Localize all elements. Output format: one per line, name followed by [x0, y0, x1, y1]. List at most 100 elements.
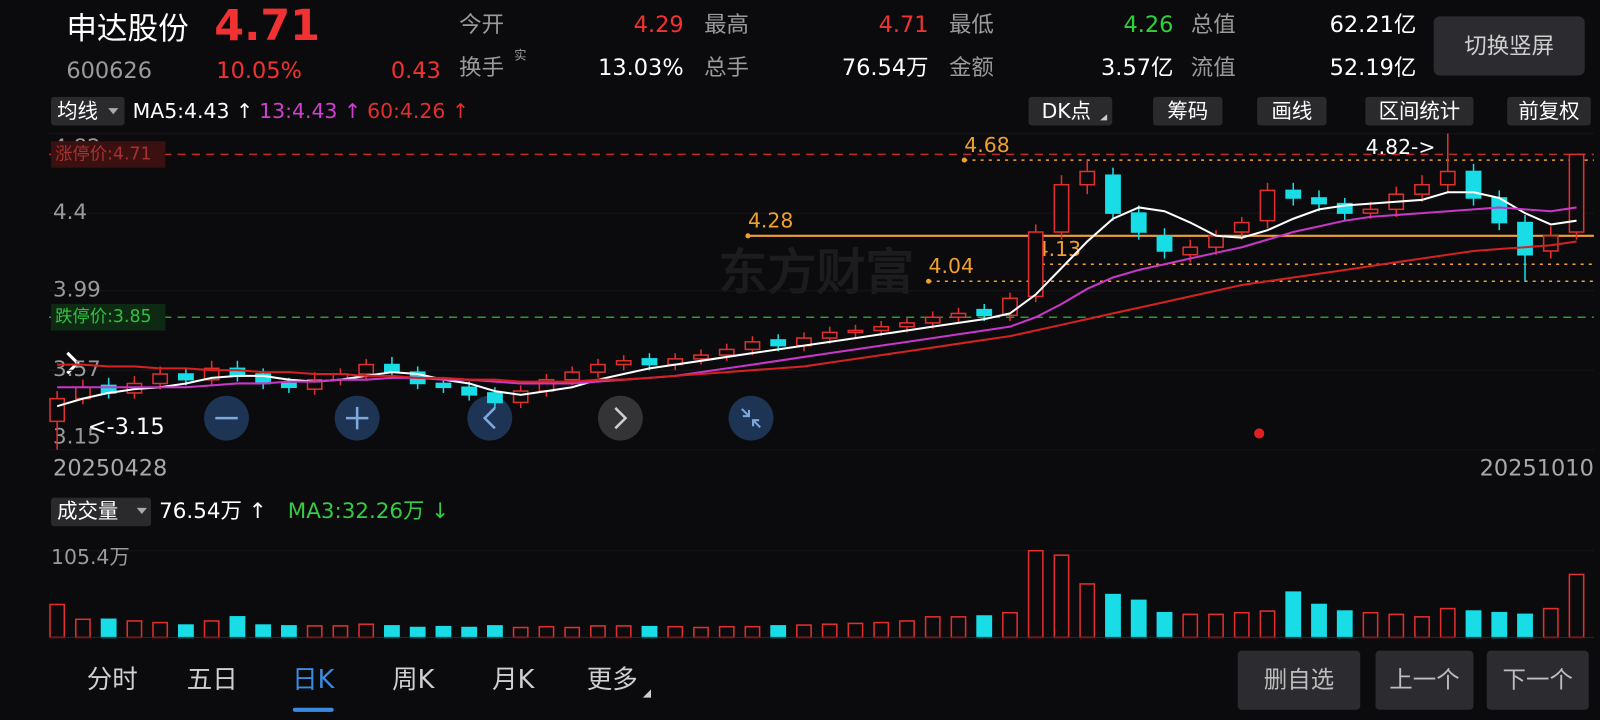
stat-label: 最低 — [949, 12, 994, 38]
toolbar-button-label: 画线 — [1271, 99, 1312, 123]
x-label-end: 20251010 — [1480, 456, 1594, 482]
rotate-button-label: 切换竖屏 — [1464, 33, 1554, 59]
stat-label: 今开 — [459, 12, 504, 38]
volume-menu-label: 成交量 — [57, 499, 118, 523]
candle-body — [1053, 183, 1070, 233]
tab[interactable]: 月K — [492, 665, 536, 695]
candle-body — [847, 329, 864, 334]
tab-indicator — [292, 707, 334, 712]
volume-bar — [1388, 613, 1405, 639]
stat-value: 52.19亿 — [1330, 55, 1417, 81]
volume-bar — [1311, 603, 1327, 639]
y-tick-label: 4.4 — [53, 200, 87, 225]
candle-body — [1182, 246, 1199, 256]
tab[interactable]: 五日 — [187, 665, 238, 695]
volume-bar — [1182, 613, 1199, 639]
toolbar-button[interactable] — [1365, 96, 1474, 126]
ma-item: 13:4.43 ↑ — [259, 99, 361, 123]
volume-bar — [1336, 610, 1353, 639]
candle-body — [693, 354, 709, 360]
candle-body — [1156, 235, 1173, 252]
zoom-in-icon — [345, 406, 369, 430]
volume-bar — [847, 622, 864, 639]
volume-bar — [384, 625, 400, 639]
tab[interactable]: 日K — [292, 665, 336, 695]
volume-menu[interactable] — [51, 497, 152, 527]
candle-body — [1079, 170, 1096, 186]
candle-body — [152, 373, 169, 385]
candle-body — [821, 331, 838, 339]
tab[interactable]: 更多 — [587, 665, 638, 695]
volume-bar — [487, 625, 503, 639]
stat-value: 3.57亿 — [1101, 55, 1173, 81]
volume-bar — [1414, 616, 1430, 639]
volume-bar — [667, 625, 684, 639]
action-button[interactable] — [1375, 650, 1474, 710]
action-button[interactable] — [1486, 650, 1589, 710]
candle-body — [718, 348, 735, 356]
scroll-left-icon — [482, 407, 496, 430]
level-anchor — [926, 278, 932, 284]
candle-body — [873, 325, 890, 332]
volume-bar — [1156, 611, 1173, 639]
signal-dot — [1254, 428, 1265, 439]
candle-body — [203, 367, 220, 381]
volume-bar — [152, 621, 169, 639]
candle-body — [590, 363, 606, 373]
volume-bar — [281, 625, 297, 639]
toolbar-button-label: 前复权 — [1518, 99, 1579, 123]
toolbar-button[interactable] — [1153, 96, 1223, 126]
dropdown-icon — [136, 507, 147, 514]
limit-label-box — [51, 141, 166, 168]
candle-body — [49, 397, 66, 423]
candle-body — [384, 363, 400, 373]
action-button[interactable] — [1237, 650, 1361, 710]
candle-body — [306, 378, 323, 390]
toolbar-button[interactable] — [1507, 96, 1591, 126]
toolbar-button[interactable] — [1028, 96, 1113, 126]
max-marker: 4.82-> — [1366, 135, 1436, 159]
volume-bar — [435, 625, 452, 639]
scroll-right-icon — [614, 407, 628, 430]
tab[interactable]: 周K — [392, 665, 436, 695]
volume-bar — [203, 620, 220, 639]
stat-value: 76.54万 — [842, 55, 929, 81]
candle-body — [564, 371, 581, 381]
stat-value: 4.71 — [879, 12, 929, 38]
volume-bar — [1362, 611, 1379, 639]
toolbar-button-label: DK点 — [1042, 99, 1091, 123]
volume-bar — [615, 625, 632, 639]
volume-bar — [950, 616, 967, 639]
volume-bar — [461, 626, 478, 639]
limit-up-label: 涨停价:4.71 — [55, 144, 151, 164]
candle-body — [1336, 202, 1353, 214]
volume-bar — [409, 626, 426, 639]
volume-bar — [177, 624, 194, 639]
candle-body — [1027, 231, 1044, 298]
candle-body — [770, 339, 787, 347]
volume-bar — [306, 625, 323, 639]
collapse-icon — [741, 408, 761, 429]
volume-value: 76.54万 ↑ — [159, 499, 266, 524]
ma-menu[interactable] — [51, 96, 125, 126]
y-tick-label: 3.57 — [53, 357, 101, 382]
scroll-left[interactable] — [467, 395, 513, 441]
candle-body — [1362, 208, 1379, 214]
action-label: 上一个 — [1389, 666, 1459, 694]
collapse[interactable] — [728, 395, 774, 441]
candle-body — [1311, 197, 1327, 205]
candle-body — [435, 382, 452, 389]
rotate-button[interactable] — [1433, 16, 1585, 76]
x-label-start: 20250428 — [53, 456, 167, 482]
stat-label: 总手 — [704, 55, 749, 81]
min-marker: <-3.15 — [88, 414, 165, 440]
tab[interactable]: 分时 — [87, 665, 138, 695]
volume-bar — [358, 623, 375, 639]
toolbar-button[interactable] — [1257, 96, 1327, 126]
volume-bar — [873, 621, 890, 639]
toolbar-button-label: 筹码 — [1167, 99, 1208, 123]
stat-value: 4.29 — [634, 12, 684, 38]
scroll-right[interactable] — [597, 395, 643, 441]
level-anchor — [961, 157, 967, 163]
